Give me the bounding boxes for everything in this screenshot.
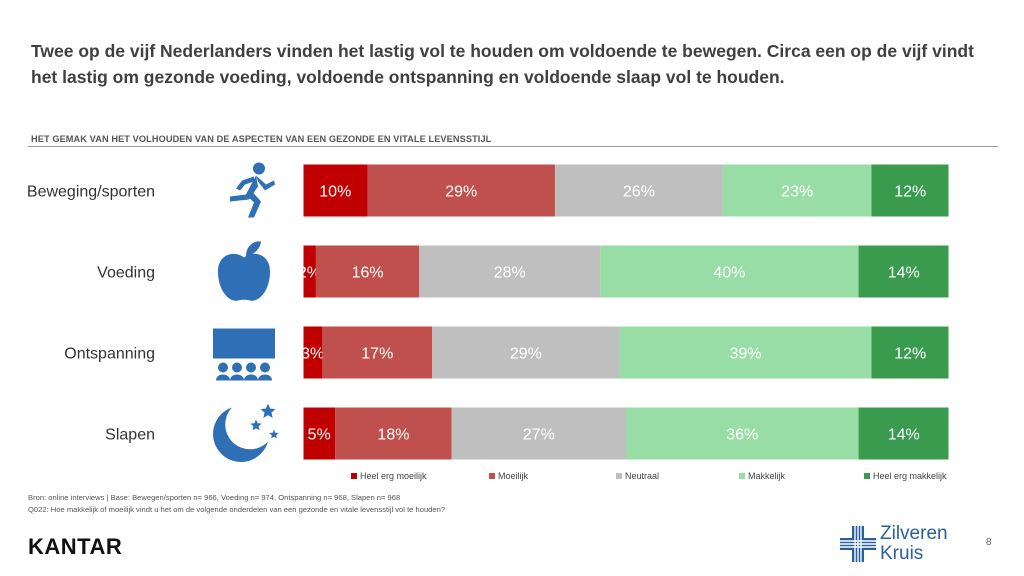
bar-segment [554, 164, 723, 217]
legend-swatch [739, 473, 745, 479]
category-label: Beweging/sporten [27, 184, 155, 201]
audience-icon [213, 328, 275, 381]
bar-segment [451, 407, 626, 460]
page-number: 8 [986, 537, 992, 548]
data-label: 29% [445, 184, 477, 201]
zilveren-kruis-cross-icon [840, 526, 876, 562]
running-person-icon [230, 162, 275, 218]
bar-segment [303, 326, 323, 379]
bar-segment [722, 164, 872, 217]
bar-outline [302, 325, 950, 380]
moon-stars-icon [213, 403, 279, 463]
data-label: 12% [894, 346, 926, 363]
bar-outline [302, 406, 950, 461]
legend-label: Makkelijk [748, 471, 786, 481]
bar-outline [302, 244, 950, 299]
bar-segment [367, 164, 555, 217]
legend-swatch [864, 473, 870, 479]
data-label: 14% [888, 427, 920, 444]
bar-segment [303, 245, 316, 298]
data-label: 12% [894, 184, 926, 201]
bar-segment [858, 245, 949, 298]
data-label: 5% [308, 427, 331, 444]
data-label: 18% [377, 427, 409, 444]
data-label: 26% [623, 184, 655, 201]
apple-icon [217, 241, 271, 301]
category-label: Voeding [97, 265, 155, 282]
legend-label: Heel erg moeilijk [360, 471, 427, 481]
legend-label: Neutraal [625, 471, 659, 481]
legend-label: Moeilijk [498, 471, 529, 481]
kantar-logo: KANTAR [28, 534, 123, 559]
data-label: 3% [301, 346, 324, 363]
bar-segment [619, 326, 872, 379]
data-label: 29% [510, 346, 542, 363]
data-label: 10% [319, 184, 351, 201]
data-label: 2% [298, 265, 321, 282]
bar-segment [303, 164, 368, 217]
data-label: 39% [729, 346, 761, 363]
data-label: 14% [888, 265, 920, 282]
source-note: Bron: online interviews | Base: Bewegen/… [28, 493, 401, 502]
legend-swatch [489, 473, 495, 479]
chart-title: HET GEMAK VAN HET VOLHOUDEN VAN DE ASPEC… [31, 134, 492, 144]
bar-segment [419, 245, 601, 298]
data-label: 16% [352, 265, 384, 282]
legend-swatch [616, 473, 622, 479]
bar-segment [315, 245, 420, 298]
data-label: 27% [523, 427, 555, 444]
stacked-bar-chart: Beweging/sporten 10% 29% 26% 23% 12% Voeding 2%… [27, 162, 950, 481]
bar-segment [303, 407, 336, 460]
bar-segment [858, 407, 949, 460]
bar-segment [871, 164, 949, 217]
bar-segment [432, 326, 620, 379]
data-label: 40% [713, 265, 745, 282]
bar-outline [302, 163, 950, 218]
legend-swatch [351, 473, 357, 479]
zilveren-kruis-logo-text: Zilveren Kruis [880, 523, 948, 564]
bar-segment [600, 245, 859, 298]
data-label: 17% [361, 346, 393, 363]
data-label: 36% [726, 427, 758, 444]
bar-segment [322, 326, 433, 379]
bar-segment [626, 407, 859, 460]
category-label: Ontspanning [64, 346, 155, 363]
legend-label: Heel erg makkelijk [873, 471, 947, 481]
slide-title: Twee op de vijf Nederlanders vinden het … [31, 41, 974, 87]
data-label: 28% [494, 265, 526, 282]
title-divider [28, 146, 998, 147]
bar-segment [335, 407, 452, 460]
category-label: Slapen [105, 427, 155, 444]
data-label: 23% [781, 184, 813, 201]
bar-segment [871, 326, 949, 379]
question-note: Q022: Hoe makkelijk of moeilijk vindt u … [28, 505, 446, 514]
